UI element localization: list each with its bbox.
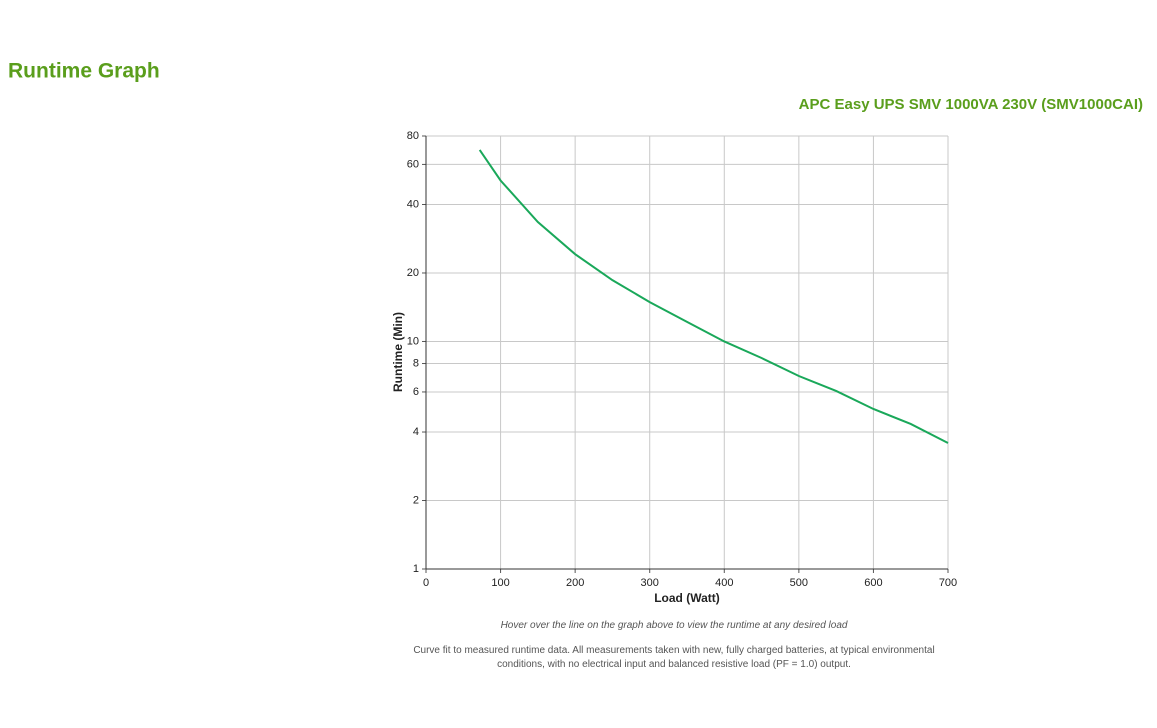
y-tick-label: 20: [407, 267, 419, 279]
y-tick-label: 6: [413, 386, 419, 398]
x-tick-label: 200: [566, 577, 584, 589]
y-tick-label: 10: [407, 335, 419, 347]
x-tick-label: 700: [939, 577, 957, 589]
y-tick-label: 8: [413, 357, 419, 369]
y-tick-label: 40: [407, 198, 419, 210]
x-axis-label: Load (Watt): [654, 591, 720, 605]
y-tick-label: 60: [407, 158, 419, 170]
footnote: Curve fit to measured runtime data. All …: [413, 645, 935, 670]
y-tick-label: 1: [413, 563, 419, 575]
x-tick-label: 600: [864, 577, 882, 589]
x-tick-label: 500: [790, 577, 808, 589]
runtime-line: [478, 149, 949, 444]
y-tick-label: 4: [413, 426, 419, 438]
y-tick-label: 80: [407, 130, 419, 142]
chart-title: APC Easy UPS SMV 1000VA 230V (SMV1000CAI…: [799, 96, 1143, 113]
hover-note: Hover over the line on the graph above t…: [500, 620, 848, 631]
x-tick-label: 400: [715, 577, 733, 589]
page-title: Runtime Graph: [8, 60, 160, 83]
x-tick-label: 0: [423, 577, 429, 589]
x-tick-label: 300: [641, 577, 659, 589]
y-tick-label: 2: [413, 494, 419, 506]
x-tick-label: 100: [491, 577, 509, 589]
y-axis-label: Runtime (Min): [391, 312, 405, 392]
